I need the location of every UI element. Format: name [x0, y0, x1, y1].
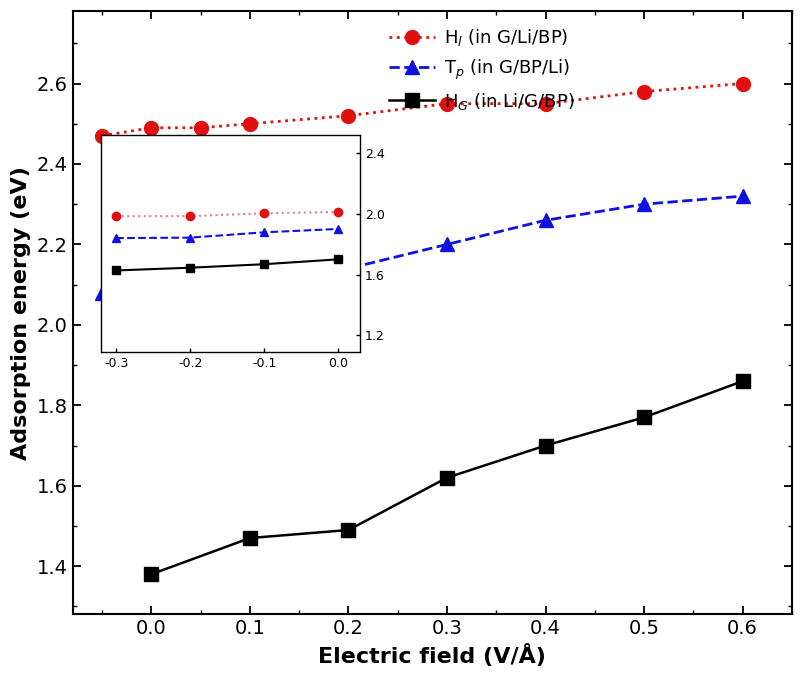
- T$_p$ (in G/BP/Li): [245, 277, 254, 285]
- Line: H$_l$ (in G/Li/BP): H$_l$ (in G/Li/BP): [95, 77, 748, 143]
- T$_p$ (in G/BP/Li): [196, 281, 205, 289]
- H$_G$ (in Li/G/BP): [638, 414, 648, 422]
- H$_l$ (in G/Li/BP): [540, 100, 549, 108]
- X-axis label: Electric field (V/Å): Electric field (V/Å): [318, 644, 545, 667]
- T$_p$ (in G/BP/Li): [343, 264, 353, 273]
- Y-axis label: Adsorption energy (eV): Adsorption energy (eV): [11, 166, 31, 460]
- Legend: H$_l$ (in G/Li/BP), T$_p$ (in G/BP/Li), H$_G$ (in Li/G/BP): H$_l$ (in G/Li/BP), T$_p$ (in G/BP/Li), …: [382, 20, 581, 119]
- H$_l$ (in G/Li/BP): [343, 112, 353, 120]
- Line: T$_p$ (in G/BP/Li): T$_p$ (in G/BP/Li): [95, 189, 748, 300]
- H$_G$ (in Li/G/BP): [737, 377, 747, 385]
- H$_l$ (in G/Li/BP): [196, 123, 205, 132]
- T$_p$ (in G/BP/Li): [442, 240, 452, 248]
- H$_l$ (in G/Li/BP): [97, 132, 107, 140]
- H$_G$ (in Li/G/BP): [442, 474, 452, 482]
- T$_p$ (in G/BP/Li): [97, 289, 107, 297]
- H$_l$ (in G/Li/BP): [638, 87, 648, 96]
- H$_l$ (in G/Li/BP): [146, 123, 156, 132]
- H$_G$ (in Li/G/BP): [540, 441, 549, 450]
- T$_p$ (in G/BP/Li): [540, 216, 549, 224]
- T$_p$ (in G/BP/Li): [638, 200, 648, 208]
- H$_G$ (in Li/G/BP): [245, 534, 254, 542]
- H$_G$ (in Li/G/BP): [146, 570, 156, 578]
- T$_p$ (in G/BP/Li): [146, 289, 156, 297]
- H$_l$ (in G/Li/BP): [737, 79, 747, 87]
- H$_l$ (in G/Li/BP): [442, 100, 452, 108]
- Line: H$_G$ (in Li/G/BP): H$_G$ (in Li/G/BP): [144, 374, 748, 581]
- H$_l$ (in G/Li/BP): [245, 120, 254, 128]
- H$_G$ (in Li/G/BP): [343, 526, 353, 534]
- T$_p$ (in G/BP/Li): [737, 192, 747, 200]
